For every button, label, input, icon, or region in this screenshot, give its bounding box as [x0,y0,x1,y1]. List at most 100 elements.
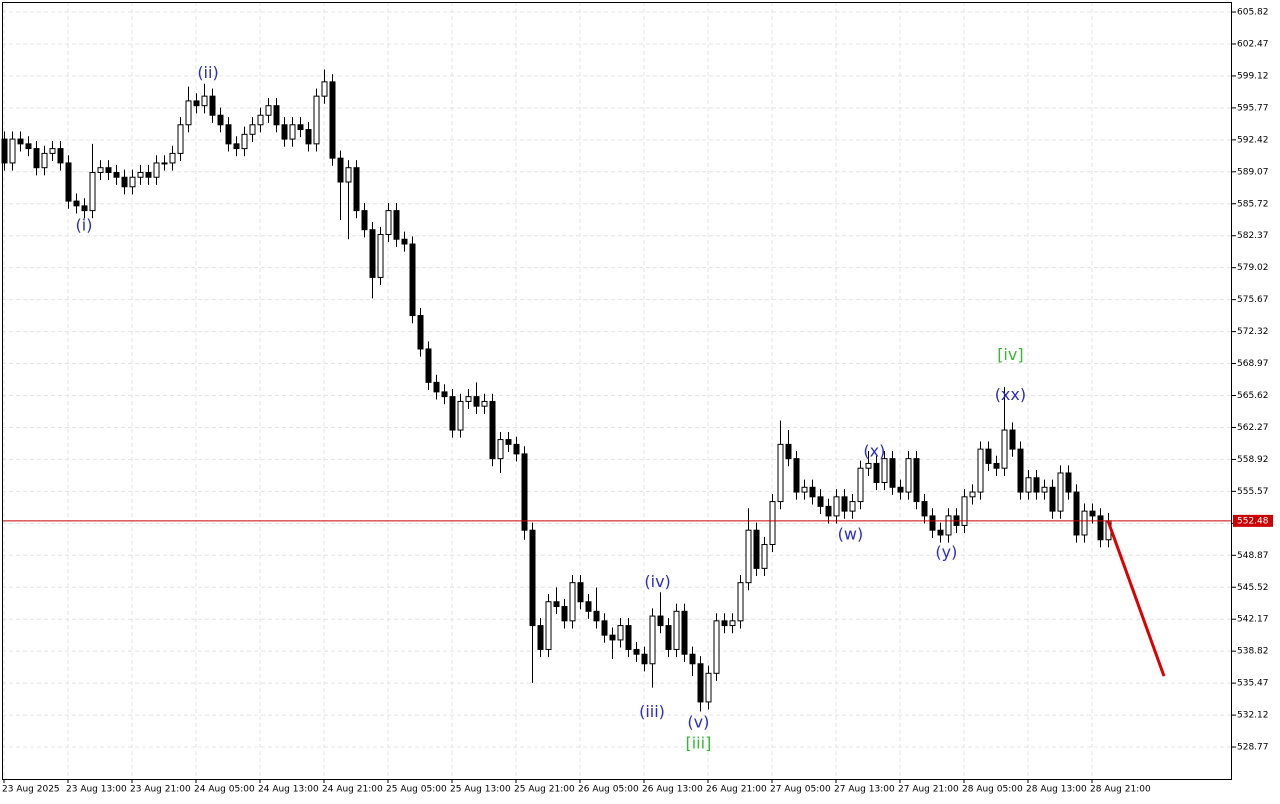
plot-frame [2,2,1232,780]
candle-body [433,381,440,393]
candle-body [585,601,592,612]
candle-body [41,152,48,169]
y-tick-label: 565.62 [1237,391,1269,401]
x-tick-label: 27 Aug 13:00 [834,785,895,795]
candle-body [233,143,240,150]
candle-body [489,400,496,460]
candle-body [1025,477,1032,493]
x-tick-label: 24 Aug 13:00 [258,785,319,795]
axes: 528.77 532.12 535.47 538.82 542.17 545.52 548.… [2,8,1273,795]
candle-body [729,620,736,627]
candle-body [401,238,408,245]
y-tick-label: 568.97 [1237,359,1269,369]
candle-body [1057,472,1064,512]
candle-body [321,81,328,97]
candle-body [249,124,256,135]
y-tick-label: 592.42 [1237,135,1269,145]
wave-label: (i) [76,215,93,234]
candle-body [385,210,392,235]
candle-body [17,138,24,145]
candle-body [105,167,112,173]
candle-body [161,162,168,165]
candle-body [481,400,488,407]
candle-body [521,453,528,531]
candle-body [625,625,632,650]
candle-body [145,171,152,178]
candle-body [905,458,912,493]
candle-body [737,582,744,622]
x-tick-label: 23 Aug 13:00 [66,785,127,795]
candle-body [681,610,688,655]
candle-body [353,167,360,212]
candle-body [441,391,448,398]
candle-body [113,171,120,178]
y-tick-label: 579.02 [1237,263,1269,273]
candle-body [745,529,752,584]
y-tick-label: 595.77 [1237,103,1269,113]
candle-body [769,501,776,546]
candle-body [49,148,56,154]
plot: (i) (ii) (iii) (iv) (v) [iii] (w) (x) (y) (xx) [iv… [1,63,1232,752]
candle-body [81,205,88,212]
candle-body [689,653,696,665]
candle-body [305,129,312,145]
candle-body [329,81,336,159]
candle-body [241,133,248,150]
candle-body [209,95,216,116]
x-tick-label: 24 Aug 05:00 [194,785,255,795]
candle-body [273,105,280,126]
x-tick-label: 28 Aug 21:00 [1090,785,1151,795]
candle-body [969,491,976,498]
y-tick-label: 558.92 [1237,455,1269,465]
candle-body [337,157,344,183]
candle-body [505,439,512,445]
wave-label: (x) [863,441,885,460]
y-tick-label: 548.87 [1237,551,1269,561]
x-tick-label: 25 Aug 05:00 [386,785,447,795]
y-tick-label: 599.12 [1237,71,1269,81]
candle-body [201,95,208,107]
candle-body [761,544,768,569]
wave-label: [iii] [685,733,711,752]
candle-body [473,396,480,407]
candle-body [529,529,536,627]
candle-body [89,171,96,212]
candle-body [793,458,800,493]
candle-body [1009,429,1016,450]
candle-body [641,653,648,665]
candle-body [313,95,320,145]
candle-body [833,496,840,517]
x-tick-label: 26 Aug 05:00 [578,785,639,795]
y-tick-label: 538.82 [1237,647,1269,657]
candle-body [985,448,992,464]
candle-body [1017,448,1024,493]
x-tick-label: 27 Aug 05:00 [770,785,831,795]
candle-body [921,501,928,517]
candle-body [225,124,232,145]
y-tick-label: 528.77 [1237,743,1269,753]
y-tick-label: 585.72 [1237,199,1269,209]
y-tick-label: 555.57 [1237,487,1269,497]
candle-body [153,162,160,178]
y-tick-label: 535.47 [1237,679,1269,689]
y-tick-label: 582.37 [1237,231,1269,241]
y-tick-label: 602.47 [1237,39,1269,49]
y-tick-label: 532.12 [1237,711,1269,721]
wave-label: (w) [838,524,864,543]
candle-body [673,610,680,650]
y-tick-label: 545.52 [1237,583,1269,593]
candle-body [57,148,64,164]
candle-body [633,648,640,655]
candle-body [617,625,624,641]
x-tick-label: 25 Aug 13:00 [450,785,511,795]
candle-body [193,100,200,107]
candle-body [1041,486,1048,493]
candle-body [881,458,888,484]
candle-body [945,515,952,536]
candle-body [705,672,712,703]
candle-body [929,515,936,531]
candle-body [713,620,720,674]
x-tick-label: 25 Aug 21:00 [514,785,575,795]
candle-body [393,210,400,240]
